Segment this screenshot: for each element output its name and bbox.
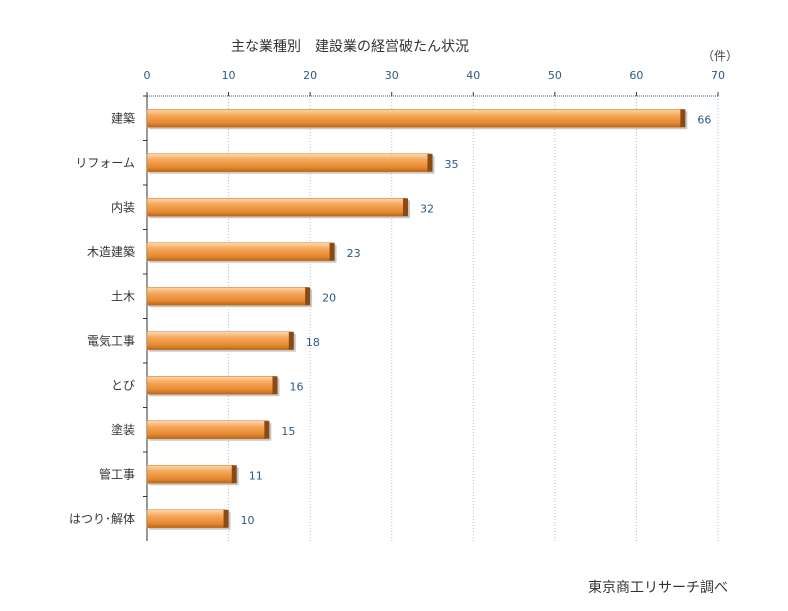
value-label: 16 (290, 380, 304, 393)
value-label: 23 (347, 247, 361, 260)
value-label: 32 (420, 202, 434, 215)
x-tick-label: 30 (385, 69, 399, 82)
category-label: 建築 (111, 110, 135, 125)
x-tick-label: 40 (466, 69, 480, 82)
x-tick-label: 50 (548, 69, 562, 82)
category-label: 電気工事 (87, 333, 135, 348)
bar-end-cap (305, 287, 311, 306)
bar-end-cap (427, 153, 433, 172)
category-label: 内装 (111, 200, 135, 214)
bar (146, 153, 429, 172)
value-label: 10 (241, 514, 255, 527)
bar-end-cap (264, 420, 270, 439)
x-tick-label: 60 (629, 69, 643, 82)
bar (146, 331, 291, 350)
category-label: 管工事 (99, 466, 135, 481)
unit-label: （件） (702, 49, 739, 63)
bar-end-cap (403, 198, 409, 217)
bar-end-cap (680, 109, 686, 128)
bar (146, 109, 682, 128)
bar-end-cap (272, 376, 278, 395)
source-note: 東京商工リサーチ調べ (588, 580, 728, 596)
x-tick-label: 10 (222, 69, 236, 82)
bar (146, 376, 274, 395)
bar (146, 420, 266, 439)
category-label: リフォーム (75, 156, 135, 170)
category-label: 土木 (111, 289, 135, 303)
bar (146, 465, 233, 484)
category-label: はつり･解体 (69, 512, 135, 526)
bar (146, 509, 225, 528)
chart-title: 主な業種別 建設業の経営破たん状況 (231, 39, 469, 55)
bar (146, 198, 405, 217)
bar (146, 287, 307, 306)
value-label: 20 (322, 291, 336, 304)
category-label: 塗装 (111, 422, 135, 437)
x-tick-label: 20 (303, 69, 317, 82)
value-label: 35 (445, 158, 459, 171)
value-label: 18 (306, 336, 320, 349)
category-label: 木造建築 (87, 244, 135, 259)
bar-end-cap (329, 242, 335, 261)
category-label: とび (111, 378, 135, 392)
bar-end-cap (223, 509, 229, 528)
bar-end-cap (288, 331, 294, 350)
value-label: 66 (697, 113, 711, 126)
x-tick-label: 70 (711, 69, 725, 82)
bar (146, 242, 331, 261)
value-label: 11 (249, 469, 263, 482)
bar-end-cap (231, 465, 237, 484)
x-tick-label: 0 (144, 69, 151, 82)
value-label: 15 (281, 425, 295, 438)
